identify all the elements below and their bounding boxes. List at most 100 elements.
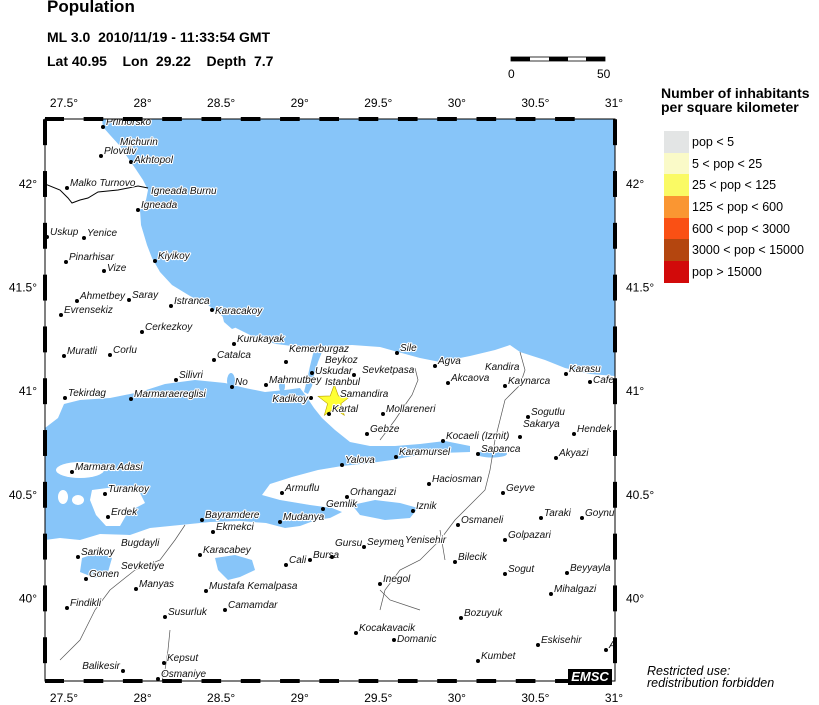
frame-tick (43, 585, 47, 612)
city-dot (103, 492, 107, 496)
frame-tick (555, 679, 575, 683)
city-label: Kocaeli (Izmit) (446, 431, 509, 442)
city-label: Iznik (416, 501, 438, 512)
lat-tick-label: 41.5° (626, 281, 654, 295)
frame-tick (43, 274, 47, 301)
city-label: Kepsut (167, 653, 199, 664)
city-dot (321, 507, 325, 511)
city-dot (340, 463, 344, 467)
city-dot (121, 669, 125, 673)
lat-tick-label: 42° (19, 177, 37, 191)
city-label: Balikesir (82, 661, 120, 672)
restriction-line1: Restricted use: (647, 664, 731, 678)
city-dot (536, 643, 540, 647)
frame-tick (515, 117, 536, 121)
city-label: Marmara Adasi (75, 462, 143, 473)
frame-tick (437, 117, 457, 121)
legend-label: 125 < pop < 600 (692, 199, 784, 214)
frame-tick (358, 117, 379, 121)
city-label: Taraki (544, 508, 572, 519)
legend-item: 3000 < pop < 15000 (664, 239, 804, 262)
city-dot (99, 154, 103, 158)
frame-tick (45, 117, 64, 121)
city-dot (378, 582, 382, 586)
city-label: Sile (400, 343, 417, 354)
city-dot (204, 589, 208, 593)
city-label: Pinarhisar (69, 252, 115, 263)
city-dot (174, 378, 178, 382)
city-label: Cafe (593, 375, 615, 386)
city-label: Bozuyuk (464, 608, 503, 619)
city-dot (446, 381, 450, 385)
city-dot (210, 308, 214, 312)
city-dot (352, 373, 356, 377)
lon-tick-label: 29° (291, 96, 309, 110)
city-label: Primorsko (106, 117, 151, 128)
lon-tick-label: 30.5° (521, 96, 549, 110)
legend-item: 5 < pop < 25 (664, 152, 804, 175)
city-dot (327, 412, 331, 416)
city-dot (75, 299, 79, 303)
ulubat-lake (215, 555, 255, 580)
frame-tick (613, 326, 617, 353)
frame-tick (162, 117, 182, 121)
city-label: Mustafa Kemalpasa (209, 581, 298, 592)
legend-item: pop > 15000 (664, 261, 804, 283)
city-dot (106, 515, 110, 519)
city-dot (163, 615, 167, 619)
city-dot (65, 606, 69, 610)
legend-swatch (664, 174, 689, 197)
frame-tick (43, 326, 47, 353)
city-label: Manyas (139, 579, 174, 590)
manyas-lake (80, 552, 112, 578)
city-dot (392, 638, 396, 642)
legend-swatch (664, 152, 689, 175)
city-label: Plovdiv (104, 146, 137, 157)
city-dot (580, 516, 584, 520)
city-label: Camamdar (228, 600, 278, 611)
city-label: No (235, 377, 248, 388)
frame-tick (162, 679, 182, 683)
city-label: Kandira (485, 362, 520, 373)
epicenter-star-icon (317, 383, 352, 417)
city-label: Gebze (370, 424, 400, 435)
city-dot (309, 396, 313, 400)
city-dot (433, 364, 437, 368)
legend-label: 5 < pop < 25 (692, 156, 763, 171)
legend-label: pop < 5 (692, 134, 735, 149)
black-sea (102, 119, 615, 376)
city-label: Marmaraereglisi (134, 389, 206, 400)
city-dot (65, 186, 69, 190)
frame-tick (613, 430, 617, 456)
city-label: Bilecik (458, 552, 488, 563)
legend-title-line1: Number of inhabitants (661, 85, 810, 101)
city-dot (549, 592, 553, 596)
city-label: Ahmetbey (79, 291, 126, 302)
city-label: Igneada (141, 200, 178, 211)
city-dot (503, 538, 507, 542)
city-dot (284, 360, 288, 364)
legend-item: pop < 5 (664, 131, 804, 153)
city-label: Uskudar (315, 366, 353, 377)
city-label: Cali (289, 555, 307, 566)
city-dot (284, 563, 288, 567)
legend-title-line2: per square kilometer (661, 99, 799, 115)
frame-tick (43, 119, 47, 146)
city-dot (108, 353, 112, 357)
emsc-logo: EMSC (568, 669, 612, 685)
city-label: Orhangazi (350, 487, 397, 498)
country-border (45, 183, 149, 204)
city-dot (459, 616, 463, 620)
city-dot (59, 313, 63, 317)
frame-tick (43, 481, 47, 508)
map-title: Population (47, 0, 135, 16)
city-label: Kaynarca (508, 376, 551, 387)
city-dot (136, 208, 140, 212)
city-dot (554, 456, 558, 460)
city-label: Muratli (67, 346, 98, 357)
city-dot (456, 523, 460, 527)
legend-swatch (664, 239, 689, 262)
city-label: Inegol (383, 574, 411, 585)
city-dot (63, 396, 67, 400)
